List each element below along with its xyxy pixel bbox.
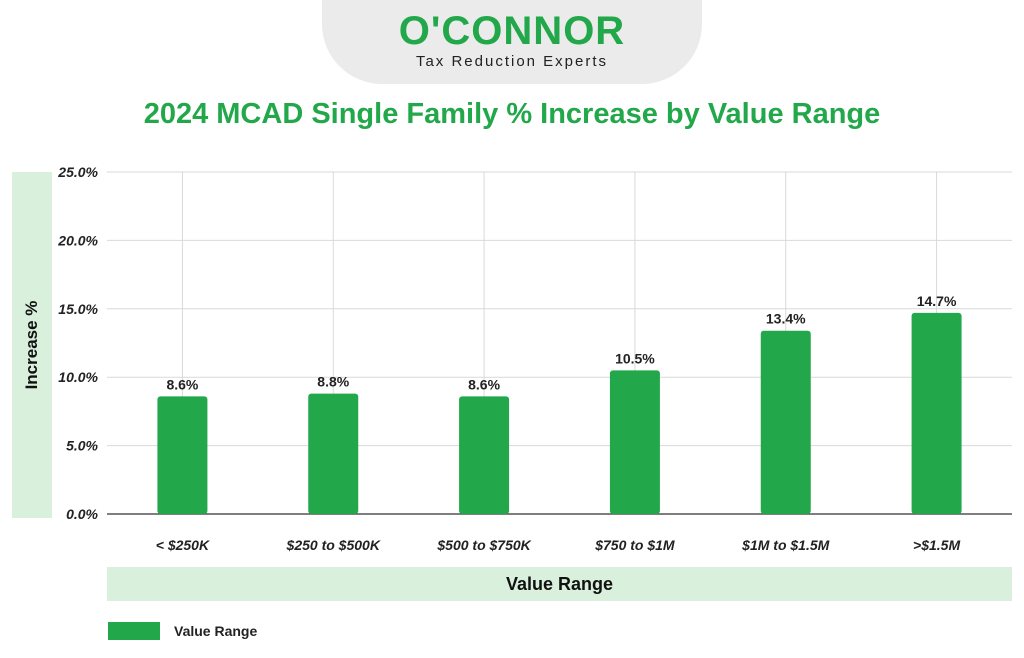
bar-value-label: 10.5% xyxy=(615,350,655,366)
y-axis-band xyxy=(12,172,52,518)
bar-value-label: 14.7% xyxy=(917,293,957,309)
legend-swatch xyxy=(108,622,160,640)
x-tick-label: >$1.5M xyxy=(913,537,960,553)
gridlines xyxy=(107,171,1012,515)
brand-tagline: Tax Reduction Experts xyxy=(415,53,609,70)
x-tick-label: $750 to $1M xyxy=(594,537,675,553)
bar xyxy=(609,370,660,514)
y-tick-label: 10.0% xyxy=(58,369,98,385)
logo-background xyxy=(322,0,702,84)
bar xyxy=(911,312,962,514)
y-tick-label: 15.0% xyxy=(58,301,98,317)
x-axis-band xyxy=(107,567,1012,601)
bar xyxy=(157,396,208,514)
x-tick-label: < $250K xyxy=(156,537,210,553)
bar-value-label: 13.4% xyxy=(766,311,806,327)
value-labels: 8.6% 8.8% 8.6% 10.5% 13.4% 14.7% xyxy=(166,293,957,392)
x-tick-label: $1M to $1.5M xyxy=(741,537,829,553)
y-tick-labels: 0.0% 5.0% 10.0% 15.0% 20.0% 25.0% xyxy=(57,164,98,522)
y-tick-label: 5.0% xyxy=(66,438,98,454)
x-axis-label: Value Range xyxy=(505,574,614,594)
x-tick-label: $250 to $500K xyxy=(286,537,381,553)
y-tick-label: 20.0% xyxy=(57,232,98,248)
x-tick-labels: < $250K $250 to $500K $500 to $750K $750 to… xyxy=(156,537,961,553)
bars xyxy=(157,312,962,514)
y-tick-label: 0.0% xyxy=(66,506,98,522)
bar-value-label: 8.6% xyxy=(468,376,500,392)
chart-title: 2024 MCAD Single Family % Increase by Va… xyxy=(143,98,881,130)
brand-logo: O'CONNOR xyxy=(398,9,626,53)
bar xyxy=(308,393,359,514)
x-tick-label: $500 to $750K xyxy=(436,537,531,553)
bar xyxy=(459,396,510,514)
bar-value-label: 8.6% xyxy=(166,376,198,392)
y-tick-label: 25.0% xyxy=(57,164,98,180)
legend-label: Value Range xyxy=(174,623,258,639)
bar-value-label: 8.8% xyxy=(317,374,349,390)
bar xyxy=(760,330,811,514)
